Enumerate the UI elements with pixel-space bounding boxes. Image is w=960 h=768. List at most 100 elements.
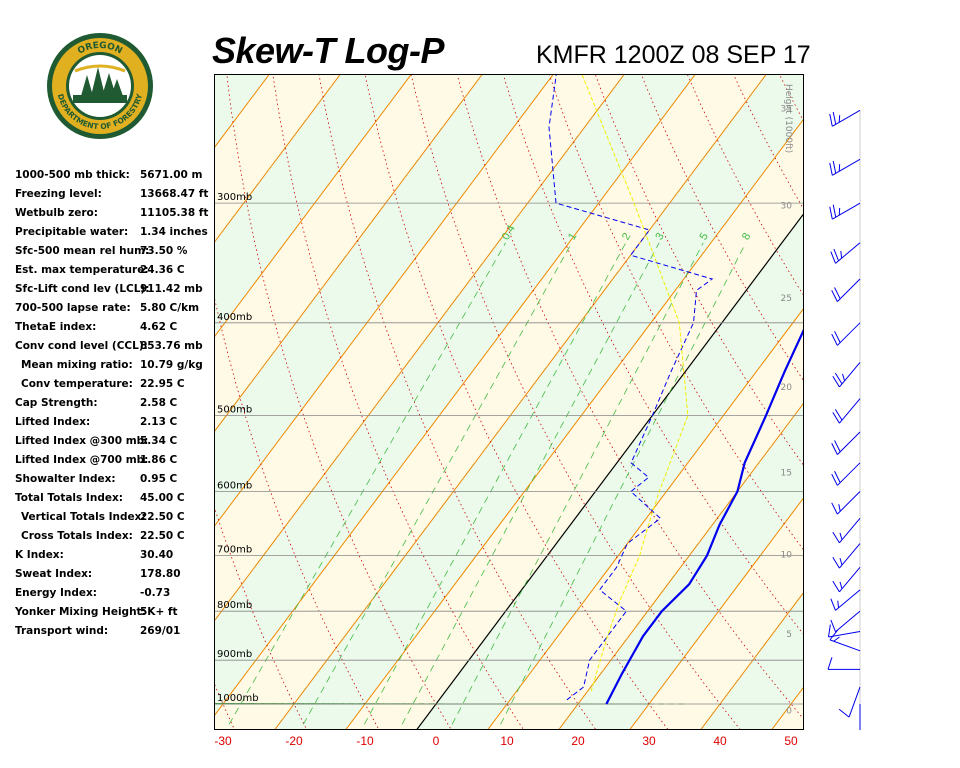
plot-border: [214, 74, 804, 730]
wind-barb-feather: [829, 113, 833, 127]
wind-barb-feather: [829, 206, 833, 220]
stat-row: Lifted Index: 2.13 C: [15, 416, 215, 435]
height-tick-label: 0: [786, 706, 792, 716]
stat-row: Mean mixing ratio: 10.79 g/kg: [15, 359, 215, 378]
mixing-ratio-label: 8: [740, 231, 753, 242]
stat-label: Wetbulb zero:: [15, 207, 98, 219]
wind-barb-staff: [832, 158, 861, 176]
isobar-label: 700mb: [217, 545, 252, 556]
height-tick-label: 15: [781, 468, 792, 478]
dry-adiabat: [686, 74, 804, 297]
height-axis-label: Height (1000ft): [783, 84, 793, 153]
stat-row: Lifted Index @700 mb: 1.86 C: [15, 454, 215, 473]
isobar-label: 500mb: [217, 405, 252, 416]
wind-barb-feather: [833, 636, 840, 642]
wind-barb-staff: [839, 362, 861, 388]
wind-barb: [829, 629, 861, 652]
temperature-tick-label: 10: [500, 734, 514, 748]
wind-barb: [829, 110, 861, 127]
wind-barb-feather: [838, 504, 841, 512]
wind-barb-feather: [832, 531, 840, 544]
wind-barb-staff: [848, 686, 861, 718]
wind-barb-staff: [835, 610, 861, 633]
stat-value: 24.36 C: [140, 264, 185, 276]
stat-label: Showalter Index:: [15, 473, 116, 485]
stat-row: Conv cond level (CCL): 853.76 mb: [15, 340, 215, 359]
stat-label: ThetaE index:: [15, 321, 97, 333]
wind-barb-feather: [831, 333, 838, 346]
stat-row: Freezing level: 13668.47 ft: [15, 188, 215, 207]
dry-adiabat: [214, 505, 308, 730]
wind-barb-staff: [839, 518, 861, 544]
wind-barb: [831, 491, 861, 515]
stat-label: Conv cond level (CCL):: [15, 340, 148, 352]
wind-barb-feather: [832, 412, 840, 424]
stat-row: Total Totals Index: 45.00 C: [15, 492, 215, 511]
wind-barb-feather: [834, 287, 841, 300]
isobar-label: 1000mb: [217, 693, 259, 704]
stat-value: 853.76 mb: [140, 340, 203, 352]
temperature-tick-label: 40: [713, 734, 727, 748]
stat-row: Energy Index: -0.73: [15, 587, 215, 606]
wind-barb: [830, 610, 861, 633]
wind-barb: [831, 462, 861, 486]
temperature-profile: [605, 326, 804, 705]
isotherm-line: [628, 496, 804, 730]
height-tick-label: 25: [781, 294, 792, 304]
wind-barb: [832, 398, 861, 424]
wind-barb-feather: [831, 290, 838, 302]
dry-adiabat: [318, 74, 597, 730]
stat-row: Cap Strength: 2.58 C: [15, 397, 215, 416]
wind-barb: [829, 202, 861, 220]
wind-barb-feather: [831, 502, 838, 515]
stat-value: 73.50 %: [140, 245, 188, 257]
logo-top-text: OREGON: [76, 41, 124, 57]
wind-barb-staff: [837, 462, 861, 486]
stat-value: 4.62 C: [140, 321, 178, 333]
wind-barb: [859, 704, 861, 730]
wind-barb-feather: [840, 251, 843, 259]
wind-barb-feather: [829, 629, 839, 641]
isotherm-line: [273, 74, 768, 730]
stat-row: K Index: 30.40: [15, 549, 215, 568]
stat-value: 5.80 C/km: [140, 302, 200, 314]
stat-value: 22.50 C: [140, 530, 185, 542]
stat-label: Yonker Mixing Height:: [15, 606, 146, 618]
wind-barb: [831, 278, 861, 302]
stat-row: Est. max temperature: 24.36 C: [15, 264, 215, 283]
wind-barb-feather: [827, 657, 833, 670]
isotherm-line: [214, 74, 342, 244]
mixing-ratio-line: [451, 242, 704, 725]
stat-row: Wetbulb zero: 11105.38 ft: [15, 207, 215, 226]
stat-row: Sweat Index: 178.80: [15, 568, 215, 587]
stat-row: Cross Totals Index: 22.50 C: [15, 530, 215, 549]
mixing-ratio-label: 3: [653, 231, 666, 242]
temperature-tick-label: 30: [642, 734, 656, 748]
stat-value: 5671.00 m: [140, 169, 203, 181]
height-tick-label: 5: [786, 630, 792, 640]
wind-barb-staff: [835, 589, 861, 611]
stat-row: Lifted Index @300 mb: 5.34 C: [15, 435, 215, 454]
stat-row: 1000-500 mb thick: 5671.00 m: [15, 169, 215, 188]
wind-barb: [830, 589, 861, 611]
stat-value: 2.13 C: [140, 416, 178, 428]
wind-barb-feather: [839, 557, 843, 566]
parcel-profile: [581, 74, 689, 692]
stat-label: Lifted Index @300 mb:: [15, 435, 149, 447]
wind-barb-staff: [832, 202, 861, 220]
stat-value: 45.00 C: [140, 492, 185, 504]
wind-barb-feather: [834, 471, 841, 483]
height-tick-label: 30: [781, 201, 793, 211]
sounding-indices-panel: 1000-500 mb thick: 5671.00 m Freezing leve…: [15, 169, 215, 644]
stat-label: Conv temperature:: [21, 378, 133, 390]
dry-adiabat: [502, 74, 804, 636]
mixing-ratio-label: 2: [620, 231, 633, 242]
wind-barb-staff: [829, 639, 861, 652]
wind-barb: [832, 567, 861, 593]
stat-label: Lifted Index @700 mb:: [15, 454, 149, 466]
wind-barb: [827, 624, 861, 638]
wind-barb-column: [827, 110, 861, 730]
dry-adiabat: [272, 74, 525, 730]
wind-barb-feather: [832, 557, 840, 569]
wind-barb-staff: [837, 491, 861, 515]
